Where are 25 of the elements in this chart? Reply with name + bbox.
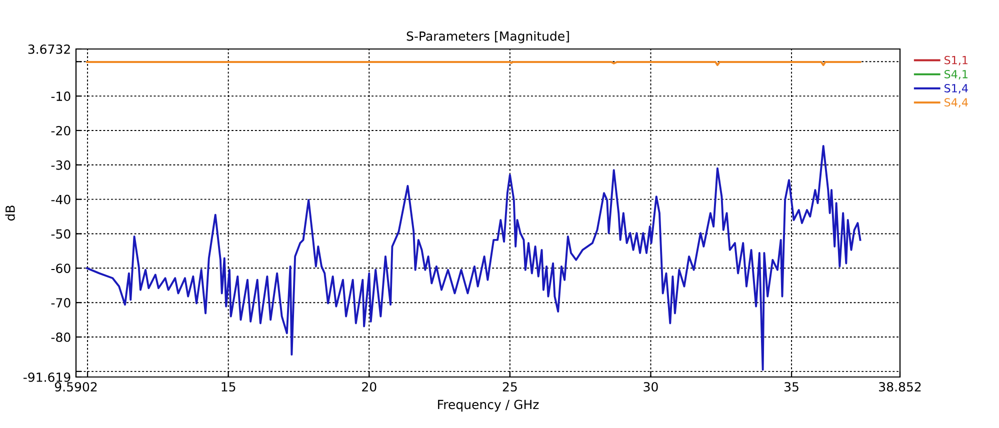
y-tick-label: -70 <box>51 298 70 308</box>
legend-label: S4,4 <box>944 98 968 108</box>
y-tick-label: -40 <box>51 194 70 204</box>
y-tick-label: 3.6732 <box>28 44 70 54</box>
y-tick-label: -91.619 <box>24 372 70 382</box>
y-tick-label: -20 <box>51 126 70 136</box>
x-tick-label: 30 <box>644 382 658 392</box>
chart-title: S-Parameters [Magnitude] <box>406 31 569 44</box>
x-tick-label: 20 <box>362 382 376 392</box>
y-tick-label: -10 <box>51 92 70 101</box>
x-tick-label: 9.5902 <box>54 382 97 392</box>
legend-label: S4,1 <box>944 70 968 80</box>
line-series <box>86 145 862 371</box>
y-tick-label: -30 <box>51 160 70 170</box>
x-tick-label: 38.852 <box>879 382 921 392</box>
legend-label: S1,4 <box>944 84 968 94</box>
y-tick-label: -80 <box>51 332 70 342</box>
x-tick-label: 35 <box>784 382 798 392</box>
y-axis-title: dB <box>5 206 15 221</box>
y-tick-label: -50 <box>51 229 70 239</box>
y-tick-label: -60 <box>51 264 70 274</box>
legend-label: S1,1 <box>944 56 968 66</box>
x-axis-title: Frequency / GHz <box>438 400 539 412</box>
x-tick-label: 25 <box>502 382 517 392</box>
x-tick-label: 15 <box>222 382 236 392</box>
